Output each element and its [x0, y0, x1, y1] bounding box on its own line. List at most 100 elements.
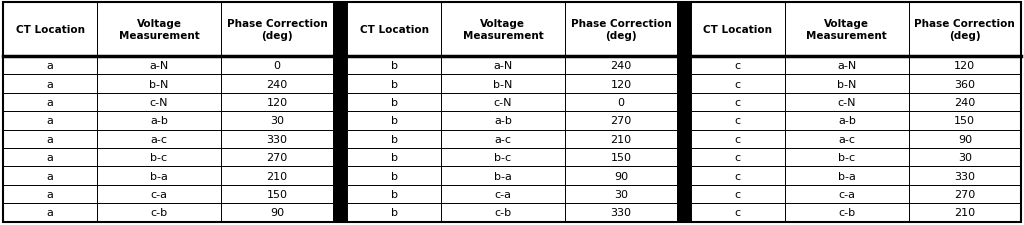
- Bar: [565, 112, 677, 130]
- Text: b: b: [390, 61, 397, 71]
- Bar: [97, 3, 221, 57]
- Bar: [565, 167, 677, 185]
- Text: c: c: [735, 134, 741, 144]
- Text: 330: 330: [610, 207, 632, 217]
- Bar: [908, 3, 1021, 57]
- Bar: [785, 3, 908, 57]
- Text: a: a: [47, 153, 53, 162]
- Text: a-c: a-c: [151, 134, 168, 144]
- Text: Phase Correction
(deg): Phase Correction (deg): [914, 19, 1015, 41]
- Bar: [441, 185, 565, 203]
- Text: a-c: a-c: [495, 134, 511, 144]
- Text: 90: 90: [957, 134, 972, 144]
- Bar: [908, 148, 1021, 167]
- Text: 210: 210: [266, 171, 288, 181]
- Bar: [347, 167, 441, 185]
- Bar: [3, 93, 97, 112]
- Bar: [3, 148, 97, 167]
- Text: c: c: [735, 79, 741, 89]
- Text: 0: 0: [617, 98, 625, 108]
- Bar: [3, 185, 97, 203]
- Bar: [785, 185, 908, 203]
- Bar: [97, 185, 221, 203]
- Text: 120: 120: [266, 98, 288, 108]
- Bar: [691, 203, 785, 222]
- Text: 90: 90: [270, 207, 284, 217]
- Text: b: b: [390, 116, 397, 126]
- Text: 330: 330: [954, 171, 975, 181]
- Bar: [97, 57, 221, 75]
- Text: 120: 120: [954, 61, 976, 71]
- Bar: [441, 112, 565, 130]
- Text: 90: 90: [613, 171, 628, 181]
- Bar: [3, 3, 97, 57]
- Text: b-c: b-c: [151, 153, 168, 162]
- Bar: [221, 130, 333, 148]
- Bar: [785, 112, 908, 130]
- Bar: [908, 112, 1021, 130]
- Bar: [908, 93, 1021, 112]
- Text: b: b: [390, 153, 397, 162]
- Text: 240: 240: [954, 98, 976, 108]
- Text: c-N: c-N: [494, 98, 512, 108]
- Text: Phase Correction
(deg): Phase Correction (deg): [226, 19, 328, 41]
- Text: c: c: [735, 207, 741, 217]
- Bar: [691, 185, 785, 203]
- Text: c: c: [735, 116, 741, 126]
- Text: CT Location: CT Location: [359, 25, 428, 35]
- Text: Voltage
Measurement: Voltage Measurement: [463, 19, 544, 41]
- Text: a: a: [47, 79, 53, 89]
- Bar: [3, 75, 97, 93]
- Text: 0: 0: [273, 61, 281, 71]
- Text: a-b: a-b: [494, 116, 512, 126]
- Text: 270: 270: [266, 153, 288, 162]
- Bar: [565, 203, 677, 222]
- Bar: [347, 130, 441, 148]
- Text: b-N: b-N: [494, 79, 513, 89]
- Text: 360: 360: [954, 79, 975, 89]
- Bar: [97, 148, 221, 167]
- Text: c-b: c-b: [839, 207, 855, 217]
- Bar: [3, 112, 97, 130]
- Bar: [565, 75, 677, 93]
- Bar: [908, 167, 1021, 185]
- Bar: [908, 57, 1021, 75]
- Bar: [785, 148, 908, 167]
- Bar: [97, 75, 221, 93]
- Text: 120: 120: [610, 79, 632, 89]
- Text: Voltage
Measurement: Voltage Measurement: [807, 19, 887, 41]
- Bar: [565, 57, 677, 75]
- Text: c: c: [735, 61, 741, 71]
- Bar: [441, 75, 565, 93]
- Bar: [677, 3, 691, 222]
- Text: c: c: [735, 153, 741, 162]
- Text: b: b: [390, 134, 397, 144]
- Text: c-N: c-N: [838, 98, 856, 108]
- Bar: [3, 130, 97, 148]
- Text: 150: 150: [610, 153, 632, 162]
- Text: a: a: [47, 207, 53, 217]
- Text: Phase Correction
(deg): Phase Correction (deg): [570, 19, 672, 41]
- Text: 330: 330: [266, 134, 288, 144]
- Bar: [441, 57, 565, 75]
- Bar: [333, 3, 347, 222]
- Text: a-b: a-b: [838, 116, 856, 126]
- Text: 150: 150: [266, 189, 288, 199]
- Bar: [565, 93, 677, 112]
- Text: a-c: a-c: [839, 134, 855, 144]
- Bar: [691, 130, 785, 148]
- Text: 150: 150: [954, 116, 975, 126]
- Bar: [221, 185, 333, 203]
- Text: 30: 30: [270, 116, 284, 126]
- Bar: [3, 203, 97, 222]
- Bar: [221, 148, 333, 167]
- Text: 240: 240: [610, 61, 632, 71]
- Bar: [347, 112, 441, 130]
- Text: CT Location: CT Location: [703, 25, 772, 35]
- Text: 30: 30: [614, 189, 628, 199]
- Text: 240: 240: [266, 79, 288, 89]
- Text: c-b: c-b: [495, 207, 511, 217]
- Bar: [221, 203, 333, 222]
- Text: b: b: [390, 189, 397, 199]
- Bar: [441, 130, 565, 148]
